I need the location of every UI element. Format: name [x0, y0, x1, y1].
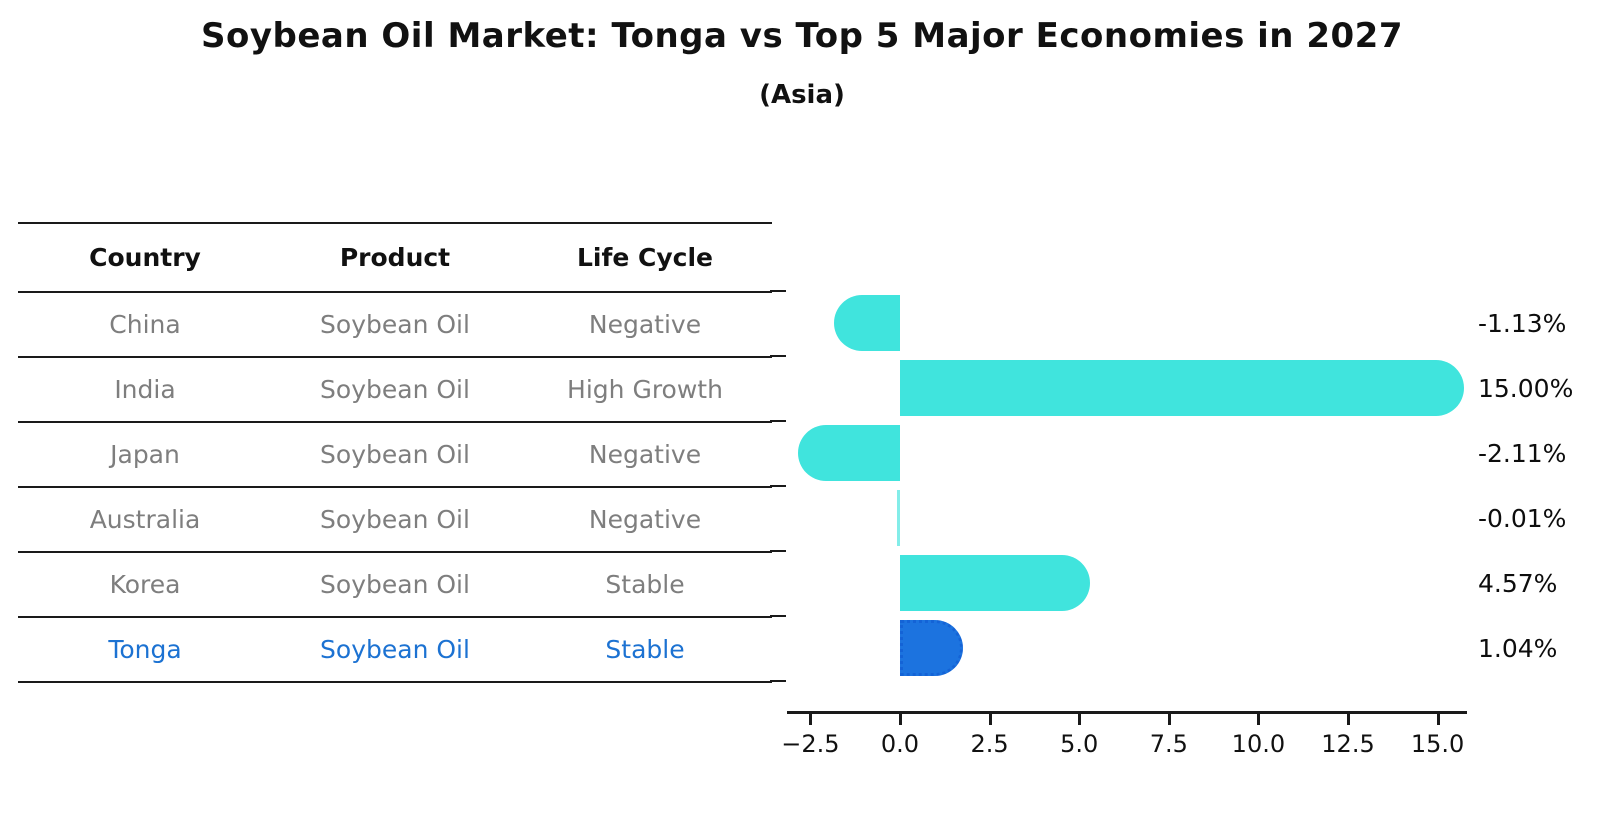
table-row-korea: Korea Soybean Oil Stable	[18, 553, 772, 618]
cell-product: Soybean Oil	[320, 505, 470, 534]
y-axis-tick	[770, 615, 786, 617]
bar-value-label-tonga: 1.04%	[1478, 633, 1558, 663]
cell-life-cycle: Negative	[588, 440, 702, 469]
cell-country: Japan	[110, 440, 180, 469]
table-row-japan: Japan Soybean Oil Negative	[18, 423, 772, 488]
cell-product: Soybean Oil	[320, 635, 470, 664]
cell-product: Soybean Oil	[320, 440, 470, 469]
y-axis-tick	[770, 290, 786, 292]
cell-country: Australia	[89, 505, 201, 534]
x-axis-line	[787, 711, 1467, 714]
bar-value-label-japan: -2.11%	[1478, 438, 1567, 468]
chart-subtitle: (Asia)	[759, 80, 845, 110]
bar-tonga	[900, 619, 964, 676]
x-axis-tick	[1167, 714, 1171, 725]
x-axis-tick-label: 0.0	[880, 730, 920, 758]
x-axis-tick	[1257, 714, 1261, 725]
country-table: Country Product Life Cycle China Soybean…	[18, 222, 772, 683]
x-axis-tick	[899, 714, 902, 725]
x-axis-tick-label: 10.0	[1231, 730, 1286, 758]
table-row-australia: Australia Soybean Oil Negative	[18, 488, 772, 553]
table-row-india: India Soybean Oil High Growth	[18, 358, 772, 423]
x-axis-tick	[809, 714, 813, 725]
bar-australia	[897, 489, 900, 546]
bar-value-label-australia: -0.01%	[1478, 503, 1567, 533]
y-axis-tick	[770, 550, 786, 552]
x-axis-tick	[988, 714, 992, 725]
x-axis-tick-label: 15.0	[1410, 730, 1465, 758]
cell-life-cycle: Negative	[588, 310, 702, 339]
bar-korea	[900, 554, 1090, 611]
x-axis-tick	[1436, 714, 1440, 725]
bar-china	[833, 294, 900, 351]
y-axis-tick	[770, 485, 786, 487]
table-row-tonga: Tonga Soybean Oil Stable	[18, 618, 772, 683]
x-axis-tick	[1347, 714, 1350, 725]
y-axis-tick	[770, 680, 786, 682]
y-axis-tick	[770, 355, 786, 357]
x-axis-tick-label: −2.5	[781, 730, 840, 758]
table-header-row: Country Product Life Cycle	[18, 224, 772, 293]
cell-country: Korea	[109, 570, 181, 599]
y-axis-tick	[770, 420, 786, 422]
bar-india	[900, 359, 1464, 416]
cell-product: Soybean Oil	[320, 375, 470, 404]
cell-life-cycle: Stable	[605, 635, 685, 664]
cell-country: Tonga	[108, 635, 182, 664]
cell-life-cycle: Stable	[605, 570, 685, 599]
column-header-product: Product	[339, 243, 451, 272]
x-axis-tick-label: 5.0	[1060, 730, 1099, 758]
column-header-country: Country	[89, 243, 201, 272]
bar-value-label-korea: 4.57%	[1478, 568, 1558, 598]
cell-product: Soybean Oil	[320, 570, 470, 599]
growth-bar-chart: -1.13% 15.00% -2.11% -0.01% 4.57% 1.04% −2.5 0.…	[770, 280, 1573, 758]
bar-value-label-china: -1.13%	[1478, 308, 1567, 338]
x-axis-tick	[1078, 714, 1082, 725]
cell-country: China	[109, 310, 181, 339]
bar-japan	[798, 424, 900, 481]
cell-life-cycle: High Growth	[567, 375, 723, 404]
x-axis-tick-label: 12.5	[1321, 730, 1375, 758]
cell-life-cycle: Negative	[588, 505, 702, 534]
chart-title: Soybean Oil Market: Tonga vs Top 5 Major…	[201, 16, 1403, 56]
cell-product: Soybean Oil	[320, 310, 470, 339]
x-axis-tick-label: 7.5	[1149, 730, 1188, 758]
cell-country: India	[114, 375, 176, 404]
bar-value-label-india: 15.00%	[1478, 373, 1574, 403]
column-header-life-cycle: Life Cycle	[576, 243, 714, 272]
table-row-china: China Soybean Oil Negative	[18, 293, 772, 358]
x-axis-tick-label: 2.5	[970, 730, 1009, 758]
